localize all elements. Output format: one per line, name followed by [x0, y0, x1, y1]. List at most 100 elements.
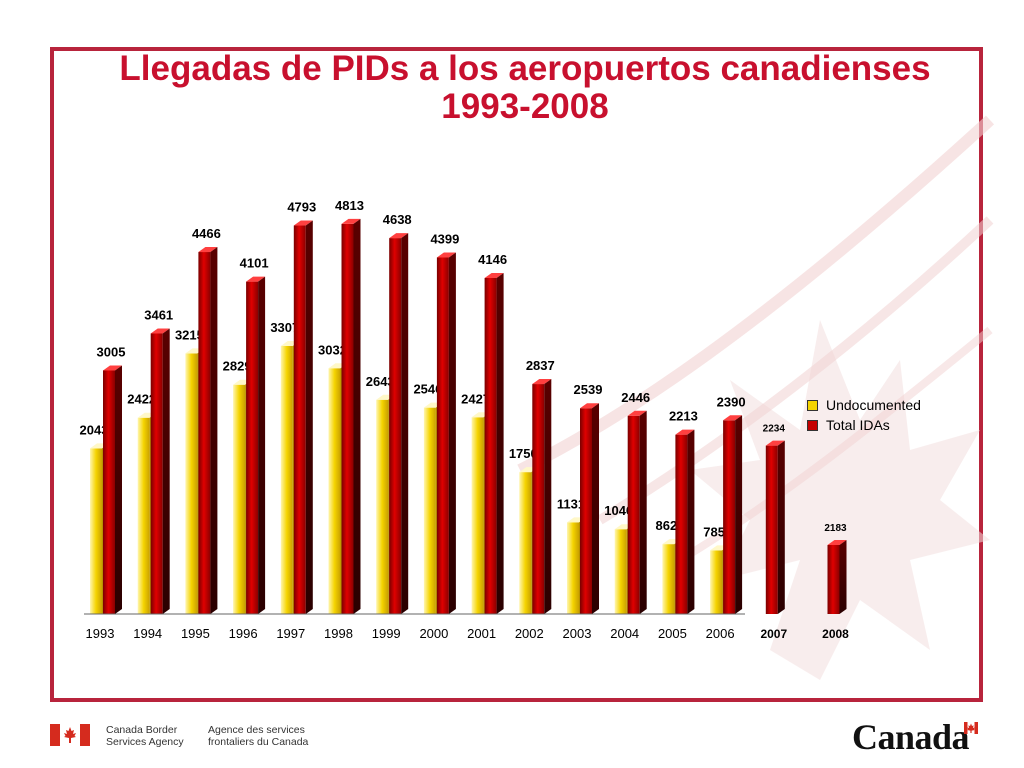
bar-total-1998: [341, 223, 354, 614]
canada-flag-icon: [50, 724, 90, 746]
bar-total-2006-side: [735, 415, 743, 614]
bar-undocumented-2002: [519, 472, 532, 614]
label-undocumented-1997: 3307: [270, 320, 299, 335]
label-total-2000: 4399: [430, 231, 459, 246]
x-tick-1999: 1999: [372, 626, 401, 641]
bar-total-2003-top: [580, 403, 599, 409]
bar-total-2008: [827, 544, 840, 614]
chart-title: Llegadas de PIDs a los aeropuertos canad…: [50, 50, 1000, 126]
legend-item-undocumented: Undocumented: [807, 395, 921, 415]
label-undocumented-2005: 862: [656, 518, 678, 533]
bar-total-2007-side: [777, 440, 785, 614]
label-undocumented-2000: 2546: [413, 382, 442, 397]
bar-total-2001: [484, 277, 497, 614]
bar-total-1996: [246, 281, 259, 614]
canada-wordmark-text: Canada: [852, 717, 970, 757]
label-total-2006: 2390: [717, 394, 746, 409]
bar-undocumented-1995: [185, 353, 198, 614]
bar-total-2001-side: [496, 272, 504, 614]
bar-undocumented-2003: [567, 522, 579, 614]
label-undocumented-1993: 2043: [80, 422, 109, 437]
slide-frame: [50, 47, 983, 702]
bar-total-2001-top: [484, 272, 504, 278]
label-total-2008: 2183: [824, 523, 847, 534]
bar-total-1999-top: [389, 233, 409, 239]
bar-undocumented-2000: [423, 407, 436, 614]
label-total-2005: 2213: [669, 409, 698, 424]
bar-total-1997: [293, 225, 306, 614]
x-tick-2000: 2000: [419, 626, 448, 641]
label-undocumented-1996: 2829: [223, 359, 252, 374]
x-tick-1997: 1997: [276, 626, 305, 641]
bar-total-1994-side: [162, 328, 170, 614]
label-total-1999: 4638: [383, 212, 412, 227]
bar-total-2004-side: [639, 410, 647, 614]
bar-undocumented-1996: [233, 384, 246, 614]
bar-undocumented-2005: [662, 544, 675, 614]
x-tick-2005: 2005: [658, 626, 687, 641]
x-tick-1993: 1993: [86, 626, 115, 641]
label-total-1993: 3005: [97, 344, 126, 359]
label-undocumented-2003: 1131: [557, 496, 585, 511]
x-tick-1996: 1996: [229, 626, 258, 641]
x-tick-2006: 2006: [706, 626, 735, 641]
label-total-1995: 4466: [192, 226, 221, 241]
bar-total-2005-side: [687, 429, 695, 614]
bar-total-1993-side: [115, 365, 122, 614]
label-total-2003: 2539: [574, 382, 603, 397]
bar-total-1997-top: [293, 220, 313, 226]
legend-swatch-undocumented: [807, 399, 818, 411]
legend-label-total: Total IDAs: [826, 417, 890, 433]
bar-total-1993-top: [103, 365, 122, 371]
bar-total-2004: [627, 415, 640, 614]
bar-total-2007-top: [765, 440, 785, 446]
x-tick-2008: 2008: [822, 627, 849, 641]
bar-total-2005: [675, 434, 688, 614]
legend: Undocumented Total IDAs: [807, 395, 921, 435]
label-undocumented-2006: 785: [703, 524, 725, 539]
footer: Canada Border Services Agency Agence des…: [0, 712, 1024, 768]
bar-total-1993: [103, 370, 115, 614]
bar-total-2005-top: [675, 429, 695, 435]
bar-total-1998-top: [341, 218, 361, 224]
bar-total-1996-top: [246, 276, 266, 282]
label-undocumented-2004: 1046: [604, 503, 633, 518]
bar-total-2002: [532, 384, 545, 614]
x-tick-2002: 2002: [515, 626, 544, 641]
label-total-2007: 2234: [763, 424, 786, 435]
bar-total-2008-side: [839, 539, 847, 614]
x-tick-2003: 2003: [563, 626, 592, 641]
bar-total-1994-top: [150, 328, 170, 334]
bar-total-2002-side: [544, 379, 552, 614]
label-undocumented-2001: 2427: [461, 391, 490, 406]
bar-total-2002-top: [532, 379, 552, 385]
bar-total-2003-side: [592, 403, 599, 614]
bar-total-1995: [198, 252, 211, 614]
legend-label-undocumented: Undocumented: [826, 397, 921, 413]
bar-undocumented-1993: [90, 448, 102, 614]
bar-total-1995-side: [210, 247, 218, 614]
agency-name-fr: Agence des services frontaliers du Canad…: [208, 724, 308, 748]
bar-total-2006-top: [723, 415, 743, 421]
bar-undocumented-2004: [614, 529, 627, 614]
bar-total-2008-top: [827, 539, 847, 545]
bar-total-2004-top: [627, 410, 647, 416]
canada-wordmark: Canada: [852, 716, 978, 758]
chart-title-line-1: Llegadas de PIDs a los aeropuertos canad…: [119, 49, 931, 88]
agency-name-en-line-1: Canada Border: [106, 724, 178, 736]
bar-total-2007: [765, 445, 778, 614]
agency-name-en-line-2: Services Agency: [106, 736, 184, 748]
bar-undocumented-1998: [328, 368, 341, 614]
bar-undocumented-1997: [280, 345, 293, 614]
bar-total-1994: [150, 333, 163, 614]
label-total-2004: 2446: [621, 390, 650, 405]
bar-undocumented-1994: [137, 417, 150, 614]
label-total-2002: 2837: [526, 358, 555, 373]
label-total-2001: 4146: [478, 252, 507, 267]
label-total-1997: 4793: [287, 200, 316, 215]
label-total-1994: 3461: [144, 307, 173, 322]
label-total-1996: 4101: [240, 256, 269, 271]
label-undocumented-2002: 1750: [509, 446, 538, 461]
